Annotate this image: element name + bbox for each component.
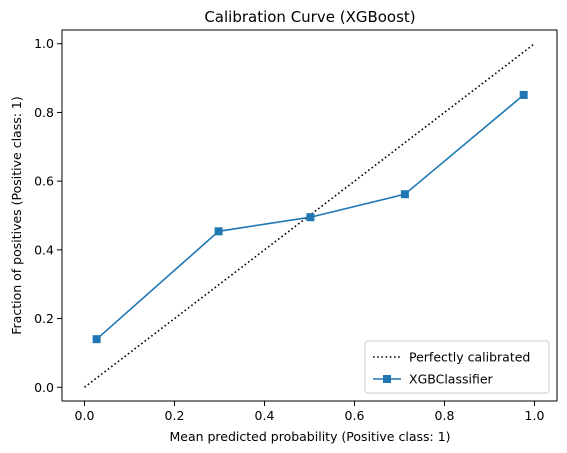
x-tick-label: 0.6 bbox=[345, 408, 365, 423]
y-tick-label: 1.0 bbox=[34, 36, 54, 51]
plot-area: 0.0 0.2 0.4 0.6 0.8 1.0 0.0 0.2 0.4 0.6 0.8 1.0 bbox=[34, 29, 558, 423]
y-tick-label: 0.0 bbox=[34, 380, 54, 395]
y-axis-label: Fraction of positives (Positive class: 1… bbox=[9, 96, 24, 335]
series-line-0 bbox=[84, 43, 535, 388]
legend-marker bbox=[383, 375, 391, 383]
data-point-marker bbox=[92, 335, 101, 344]
y-tick-label: 0.8 bbox=[34, 105, 54, 120]
x-axis-label: Mean predicted probability (Positive cla… bbox=[169, 429, 450, 444]
legend-label-1: XGBClassifier bbox=[409, 372, 494, 387]
axes-frame bbox=[61, 29, 558, 402]
x-tick-label: 0.8 bbox=[435, 408, 455, 423]
chart-title: Calibration Curve (XGBoost) bbox=[204, 8, 415, 26]
y-tick-label: 0.4 bbox=[34, 242, 54, 257]
data-point-marker bbox=[519, 90, 528, 99]
legend: Perfectly calibrated XGBClassifier bbox=[364, 340, 550, 394]
legend-label-0: Perfectly calibrated bbox=[409, 350, 530, 365]
data-point-marker bbox=[214, 227, 223, 236]
data-point-marker bbox=[306, 213, 315, 222]
x-tick-label: 0.2 bbox=[165, 408, 185, 423]
x-tick-label: 1.0 bbox=[525, 408, 545, 423]
y-tick-label: 0.2 bbox=[34, 311, 54, 326]
y-tick-label: 0.6 bbox=[34, 174, 54, 189]
x-tick-label: 0.4 bbox=[255, 408, 275, 423]
x-tick-label: 0.0 bbox=[75, 408, 95, 423]
legend-box bbox=[364, 340, 550, 394]
data-point-marker bbox=[400, 190, 409, 199]
